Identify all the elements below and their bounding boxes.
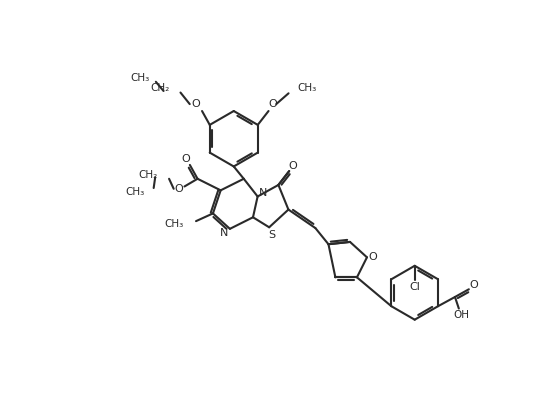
Text: CH₃: CH₃ bbox=[164, 219, 184, 229]
Text: CH₃: CH₃ bbox=[125, 187, 144, 197]
Text: O: O bbox=[369, 252, 378, 262]
Text: O: O bbox=[289, 161, 298, 171]
Text: O: O bbox=[268, 99, 276, 109]
Text: OH: OH bbox=[453, 310, 469, 320]
Text: O: O bbox=[181, 154, 190, 164]
Text: CH₂: CH₂ bbox=[138, 170, 158, 180]
Text: N: N bbox=[259, 188, 267, 198]
Text: O: O bbox=[469, 280, 478, 290]
Text: S: S bbox=[268, 230, 275, 240]
Text: N: N bbox=[220, 228, 229, 238]
Text: O: O bbox=[191, 99, 200, 109]
Text: Cl: Cl bbox=[409, 282, 420, 292]
Text: CH₃: CH₃ bbox=[298, 83, 317, 93]
Text: CH₃: CH₃ bbox=[131, 73, 150, 83]
Text: CH₂: CH₂ bbox=[150, 83, 170, 93]
Text: O: O bbox=[175, 184, 184, 194]
